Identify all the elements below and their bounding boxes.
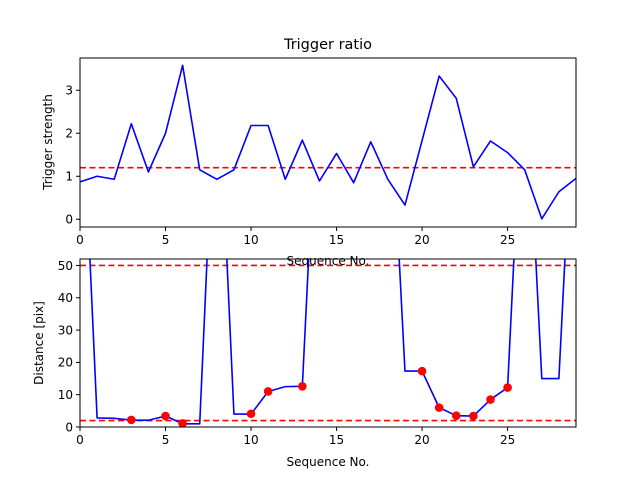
x-tick-label: 25 xyxy=(500,433,515,447)
x-tick-label: 0 xyxy=(76,433,84,447)
series-line xyxy=(80,64,576,220)
x-axis-label: Sequence No. xyxy=(287,455,370,469)
axes-frame xyxy=(79,57,577,228)
y-tick-label: 40 xyxy=(58,291,73,305)
y-tick-label: 50 xyxy=(58,259,73,273)
trigger-ratio-subplot: Trigger ratio Trigger strength Sequence … xyxy=(41,37,577,268)
x-tick-label: 5 xyxy=(162,233,170,247)
x-tick-label: 15 xyxy=(329,433,344,447)
x-tick-label: 0 xyxy=(76,233,84,247)
axes-frame xyxy=(79,258,577,428)
y-tick-label: 20 xyxy=(58,356,73,370)
data-point xyxy=(417,366,427,376)
data-point xyxy=(127,415,136,425)
distance-subplot: Distance [pix] 0 5 10 15 20 25 0 10 20 30 40 50 Seq… xyxy=(32,258,577,469)
data-point xyxy=(178,419,187,427)
data-point xyxy=(434,403,444,412)
y-axis-label: Trigger strength xyxy=(41,94,55,191)
x-tick-label: 15 xyxy=(329,233,344,247)
x-tick-label: 20 xyxy=(414,433,429,447)
y-tick-label: 0 xyxy=(65,420,73,434)
data-point xyxy=(161,411,170,421)
data-point xyxy=(298,381,307,391)
x-tick-label: 10 xyxy=(243,233,258,247)
y-tick-label: 2 xyxy=(65,127,73,141)
y-tick-label: 10 xyxy=(58,388,73,402)
data-point xyxy=(451,411,461,420)
plot-area xyxy=(80,259,576,427)
x-tick-label: 20 xyxy=(414,233,429,247)
y-tick-label: 1 xyxy=(65,170,73,184)
y-tick-label: 0 xyxy=(65,213,73,227)
y-tick-label: 3 xyxy=(65,84,73,98)
x-tick-label: 25 xyxy=(500,233,515,247)
data-point xyxy=(263,387,273,396)
axis-ticks: 0 5 10 15 20 25 0 1 2 3 xyxy=(65,84,515,247)
data-point xyxy=(246,409,256,419)
x-tick-label: 5 xyxy=(162,433,170,447)
x-tick-label: 10 xyxy=(243,433,258,447)
data-point xyxy=(469,411,478,421)
x-axis-label: Sequence No. xyxy=(287,254,370,268)
data-point xyxy=(503,383,512,392)
plot-area xyxy=(80,64,576,220)
axis-ticks: 0 5 10 15 20 25 0 10 20 30 40 50 xyxy=(58,259,516,447)
data-point xyxy=(486,395,495,404)
y-tick-label: 30 xyxy=(58,323,73,337)
y-axis-label: Distance [pix] xyxy=(32,301,46,385)
subplot-title: Trigger ratio xyxy=(283,37,372,53)
